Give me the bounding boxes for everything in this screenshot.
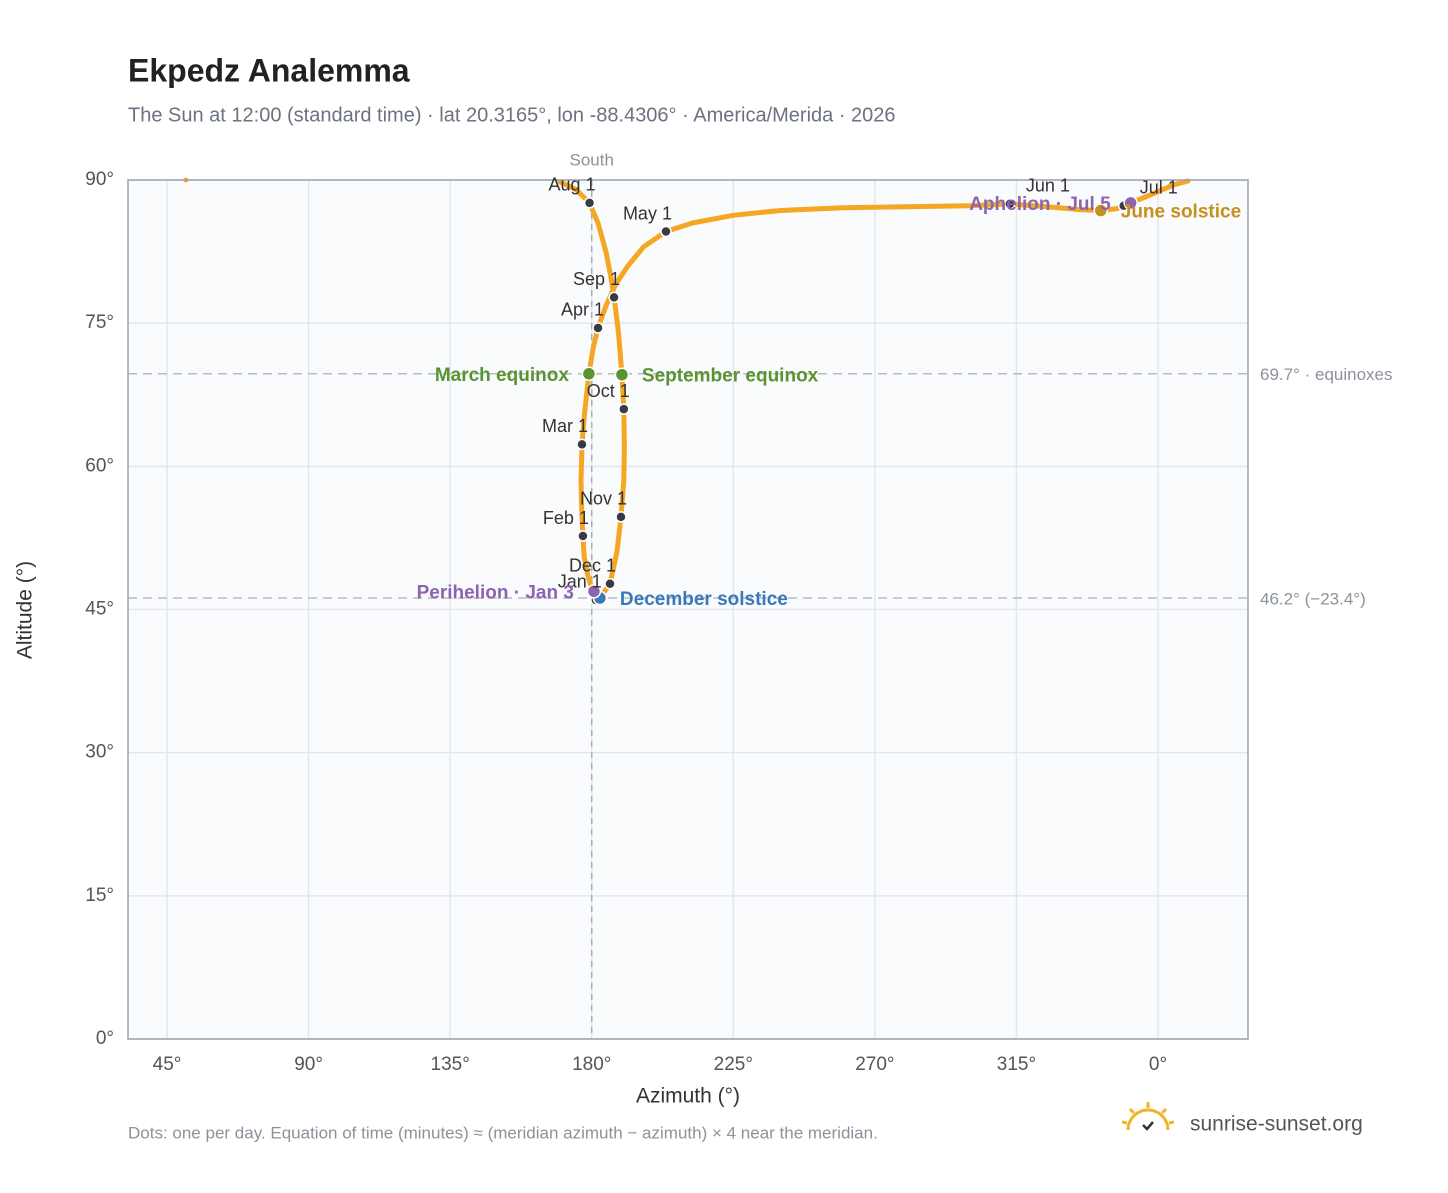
x-tick-label: 180°	[572, 1054, 611, 1075]
reference-label: 69.7° · equinoxes	[1260, 365, 1393, 384]
footnote: Dots: one per day. Equation of time (min…	[128, 1123, 878, 1142]
x-tick-label: 225°	[714, 1054, 753, 1075]
month-dot	[1004, 198, 1016, 210]
event-dot	[1093, 203, 1109, 218]
event-label: Aphelion · Jul 5	[969, 194, 1111, 215]
month-label: Aug 1	[548, 175, 595, 195]
event-label: March equinox	[435, 365, 570, 386]
month-label: May 1	[623, 203, 672, 223]
month-dot	[583, 197, 596, 209]
x-tick-label: 45°	[153, 1054, 182, 1075]
month-dot	[604, 577, 616, 590]
event-dot	[581, 366, 597, 382]
x-tick-label: 0°	[1149, 1054, 1167, 1075]
month-label: Jun 1	[1026, 176, 1070, 196]
marks	[183, 177, 1191, 606]
month-label: Apr 1	[561, 300, 604, 320]
x-tick-label: 315°	[997, 1054, 1036, 1075]
event-label: Perihelion · Jan 3	[417, 582, 574, 603]
meridian-label: South	[570, 150, 614, 169]
y-tick-label: 0°	[96, 1028, 114, 1049]
event-dot	[586, 584, 602, 599]
event-dot	[614, 367, 630, 382]
month-label: Nov 1	[580, 489, 627, 509]
x-tick-label: 90°	[294, 1054, 323, 1075]
y-tick-label: 75°	[85, 312, 114, 333]
reference-lines	[128, 180, 1248, 1039]
x-axis-title: Azimuth (°)	[636, 1085, 740, 1108]
y-tick-label: 30°	[85, 742, 114, 763]
month-label: Oct 1	[587, 381, 630, 401]
y-axis-title: Altitude (°)	[14, 561, 37, 659]
month-dot	[615, 511, 627, 523]
reference-label: 46.2° (−23.4°)	[1260, 590, 1366, 609]
month-label: Feb 1	[543, 508, 589, 528]
x-tick-label: 270°	[855, 1054, 894, 1075]
month-label: Jul 1	[1140, 178, 1178, 198]
month-dot	[592, 322, 604, 334]
y-tick-label: 90°	[85, 169, 114, 190]
chart-subtitle: The Sun at 12:00 (standard time) · lat 2…	[128, 104, 896, 126]
month-dot	[608, 291, 620, 304]
event-dot	[1123, 195, 1138, 211]
month-dot	[660, 225, 672, 238]
month-label: Sep 1	[573, 269, 620, 289]
y-tick-label: 15°	[85, 885, 114, 906]
month-dot	[577, 530, 589, 542]
x-tick-label: 135°	[431, 1054, 470, 1075]
month-label: Jan 1	[558, 572, 602, 592]
month-dot	[576, 438, 588, 451]
month-label: Dec 1	[569, 555, 616, 575]
month-label: Mar 1	[542, 416, 588, 436]
month-dot	[618, 403, 630, 415]
event-label: December solstice	[620, 589, 788, 610]
event-label: September equinox	[642, 366, 819, 387]
y-tick-label: 45°	[85, 599, 114, 620]
plot-frame	[127, 179, 1249, 1040]
brand: sunrise-sunset.org	[1190, 1113, 1363, 1136]
y-tick-label: 60°	[85, 455, 114, 476]
brand-logo	[1121, 1102, 1175, 1131]
chart-title: Ekpedz Analemma	[128, 52, 410, 88]
event-label: June solstice	[1121, 202, 1241, 223]
